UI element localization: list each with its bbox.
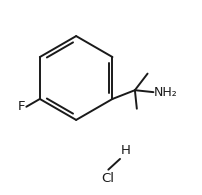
Text: Cl: Cl (100, 172, 113, 185)
Text: H: H (120, 144, 130, 157)
Text: NH₂: NH₂ (154, 86, 177, 99)
Text: F: F (17, 100, 25, 113)
